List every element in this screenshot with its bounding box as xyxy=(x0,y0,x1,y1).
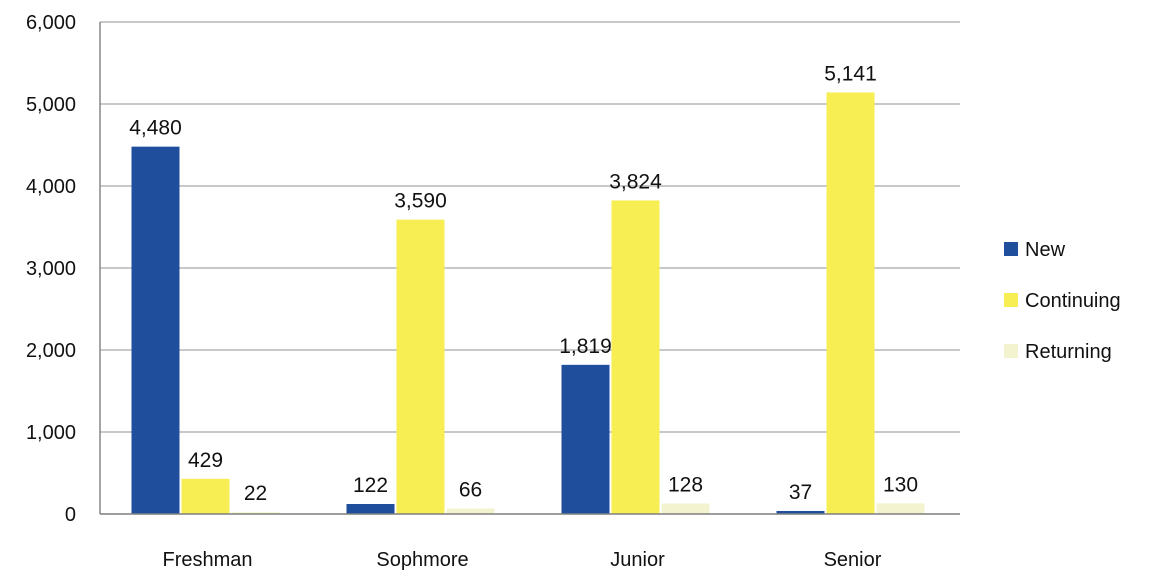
data-label: 429 xyxy=(188,449,223,472)
data-label: 66 xyxy=(459,479,482,502)
x-tick-label: Senior xyxy=(824,549,882,571)
bar-returning-senior xyxy=(876,503,925,514)
data-label: 37 xyxy=(789,481,812,504)
bar-continuing-freshman xyxy=(181,478,230,514)
bar-continuing-senior xyxy=(826,92,875,515)
x-tick-label: Junior xyxy=(610,549,665,571)
legend-label: New xyxy=(1025,239,1066,261)
legend: New Continuing Returning xyxy=(1004,239,1121,363)
legend-swatch xyxy=(1004,242,1018,256)
data-label: 22 xyxy=(244,482,267,505)
data-label: 5,141 xyxy=(824,62,877,85)
data-label: 128 xyxy=(668,474,703,497)
bar-new-freshman xyxy=(131,146,180,514)
bar-returning-junior xyxy=(661,503,710,514)
bar-returning-sophmore xyxy=(446,508,495,514)
legend-swatch xyxy=(1004,344,1018,358)
y-tick-label: 3,000 xyxy=(26,258,76,280)
bars xyxy=(131,92,925,515)
legend-label: Continuing xyxy=(1025,290,1121,312)
bar-returning-freshman xyxy=(231,512,280,514)
x-tick-label: Sophmore xyxy=(376,549,468,571)
bar-new-junior xyxy=(561,364,610,514)
legend-label: Returning xyxy=(1025,341,1112,363)
data-label: 4,480 xyxy=(129,117,182,140)
y-tick-label: 0 xyxy=(65,504,76,526)
y-tick-label: 2,000 xyxy=(26,340,76,362)
bar-continuing-junior xyxy=(611,200,660,514)
data-label: 130 xyxy=(883,473,918,496)
x-tick-label: Freshman xyxy=(162,549,252,571)
y-tick-label: 5,000 xyxy=(26,94,76,116)
gridlines xyxy=(100,21,960,433)
bar-new-sophmore xyxy=(346,503,395,514)
data-label: 122 xyxy=(353,474,388,497)
data-label: 3,590 xyxy=(394,190,447,213)
y-tick-label: 4,000 xyxy=(26,176,76,198)
bar-new-senior xyxy=(776,510,825,514)
data-label: 1,819 xyxy=(559,335,612,358)
y-tick-label: 1,000 xyxy=(26,422,76,444)
y-tick-label: 6,000 xyxy=(26,12,76,34)
data-label: 3,824 xyxy=(609,170,662,193)
legend-swatch xyxy=(1004,293,1018,307)
bar-continuing-sophmore xyxy=(396,219,445,514)
